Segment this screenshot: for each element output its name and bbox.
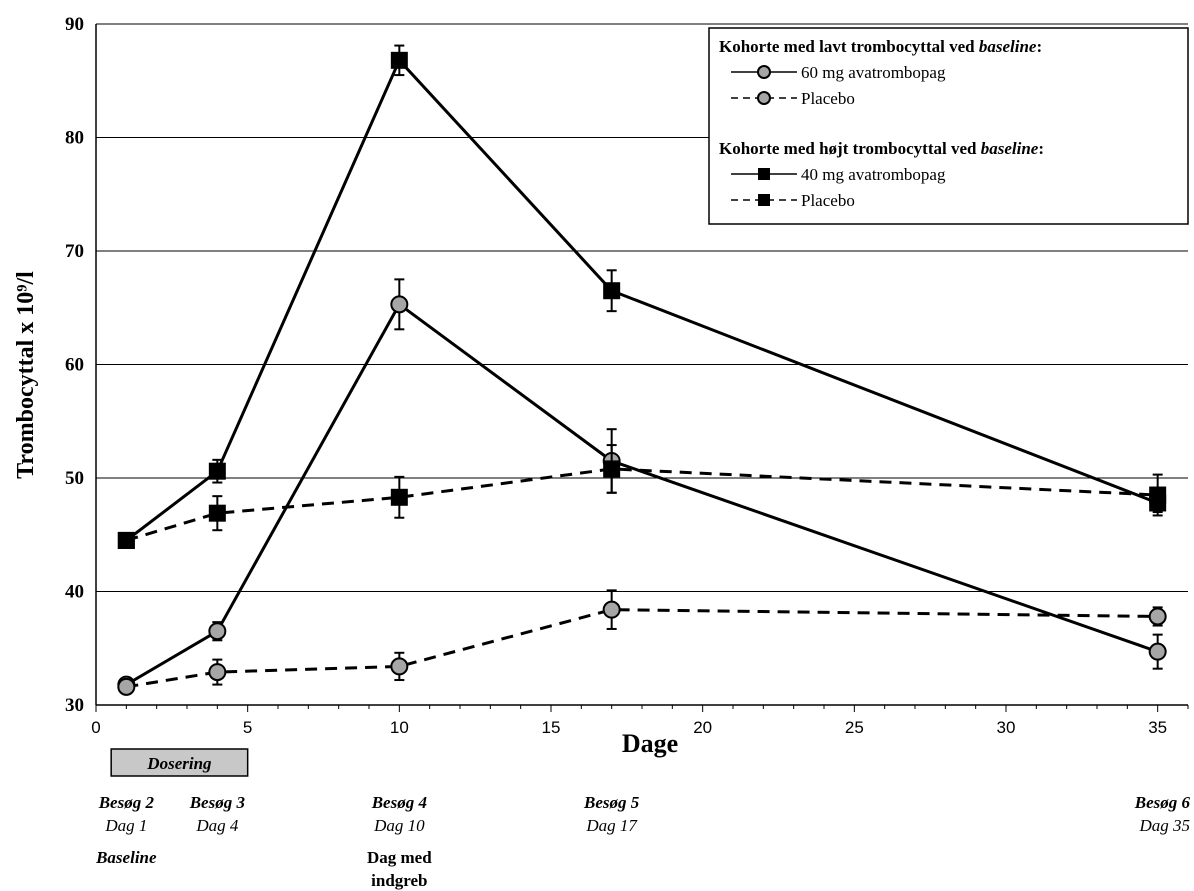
x-tick-label: 30: [997, 718, 1016, 737]
series-high-placebo: [117, 444, 1167, 549]
series-line: [125, 467, 1158, 542]
x-tick-label: 25: [845, 718, 864, 737]
y-tick-label: 80: [65, 128, 84, 149]
data-point: [1148, 642, 1167, 661]
data-point: [117, 531, 135, 549]
visit-day-label: Dag 1: [104, 816, 147, 835]
x-tick-label: 10: [390, 718, 409, 737]
series-line: [125, 302, 1159, 686]
visit-day-label: Dag 35: [1138, 816, 1190, 835]
legend-group-title: Kohorte med højt trombocyttal ved baseli…: [719, 139, 1044, 158]
x-tick-label: 15: [542, 718, 561, 737]
y-axis-label: Trombocyttal x 10⁹/l: [13, 271, 39, 479]
tick-labels: 30 40 50 60 70 80 90 0 5 10 15 20 25 30 35: [65, 14, 1167, 737]
legend-entry-label: 60 mg avatrombopag: [801, 63, 946, 82]
gridlines: [96, 23, 1188, 592]
y-tick-label: 90: [65, 14, 84, 35]
data-point: [208, 663, 227, 682]
x-tick-label: 20: [693, 718, 712, 737]
y-tick-label: 50: [65, 468, 84, 489]
x-tick-label: 35: [1148, 718, 1167, 737]
legend-entry-label: Placebo: [801, 89, 855, 108]
x-tick-label: 0: [91, 718, 100, 737]
visit-label: Besøg 5: [583, 793, 640, 812]
dosing-label: Dosering: [146, 754, 212, 773]
data-series: [117, 44, 1167, 696]
legend-marker: [758, 194, 770, 206]
legend-marker: [758, 168, 770, 180]
visit-note: Baseline: [95, 848, 157, 867]
legend-entry-label: 40 mg avatrombopag: [801, 165, 946, 184]
visit-day-label: Dag 17: [585, 816, 638, 835]
data-point: [390, 657, 409, 676]
data-point: [117, 677, 136, 696]
series-line: [126, 608, 1158, 689]
y-tick-label: 40: [65, 582, 84, 603]
data-point: [1148, 607, 1167, 626]
data-point: [603, 282, 621, 300]
legend-marker: [757, 65, 771, 79]
legend-marker: [757, 91, 771, 105]
visit-note: Dag med: [367, 848, 432, 867]
visit-label: Besøg 2: [98, 793, 155, 812]
data-point: [603, 460, 621, 478]
legend: Kohorte med lavt trombocyttal ved baseli…: [708, 27, 1189, 225]
data-point: [1149, 486, 1167, 504]
data-point: [390, 51, 408, 69]
visit-label: Besøg 3: [189, 793, 246, 812]
visit-label: Besøg 6: [1134, 793, 1191, 812]
legend-group-title: Kohorte med lavt trombocyttal ved baseli…: [719, 37, 1042, 56]
dosing-box: [110, 748, 249, 777]
data-point: [208, 462, 226, 480]
axes: [95, 24, 1189, 712]
legend-box: [708, 27, 1189, 225]
data-point: [602, 600, 621, 619]
visit-day-label: Dag 4: [195, 816, 239, 835]
x-tick-label: 5: [243, 718, 252, 737]
y-tick-label: 60: [65, 355, 84, 376]
y-tick-label: 70: [65, 241, 84, 262]
data-point: [390, 488, 408, 506]
data-point: [208, 504, 226, 522]
visit-note: indgreb: [371, 871, 427, 890]
visit-annotations: Dosering Besøg 2 Dag 1 Baseline Besøg 3 Dag 4…: [95, 748, 1191, 890]
legend-entry-label: Placebo: [801, 191, 855, 210]
visit-day-label: Dag 10: [373, 816, 425, 835]
data-point: [208, 622, 227, 641]
data-point: [390, 295, 409, 314]
visit-label: Besøg 4: [371, 793, 427, 812]
y-tick-label: 30: [65, 695, 84, 716]
x-axis-label: Dage: [622, 729, 678, 758]
series-low-placebo: [117, 589, 1167, 696]
